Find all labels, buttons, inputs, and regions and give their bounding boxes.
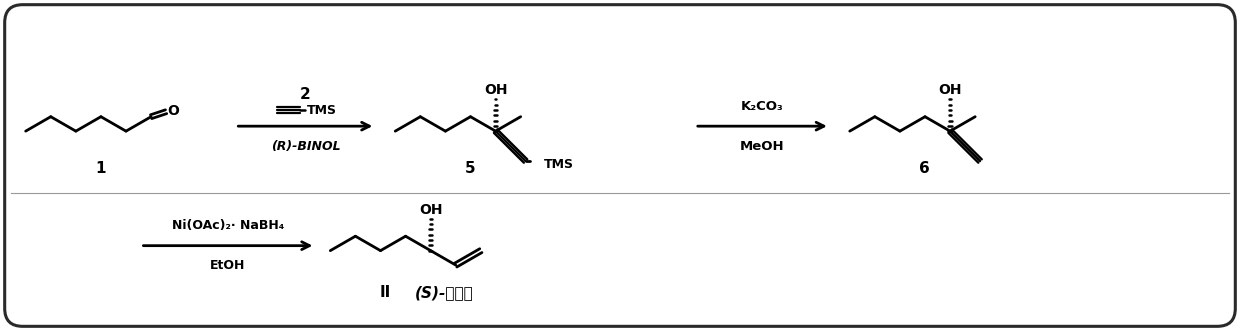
Text: II: II: [379, 285, 391, 300]
Text: 6: 6: [919, 162, 930, 176]
Text: (R)-BINOL: (R)-BINOL: [270, 140, 340, 153]
Text: MeOH: MeOH: [740, 140, 785, 153]
Text: TMS: TMS: [308, 104, 337, 117]
Text: K₂CO₃: K₂CO₃: [742, 100, 784, 113]
Text: 1: 1: [95, 162, 105, 176]
Text: Ni(OAc)₂· NaBH₄: Ni(OAc)₂· NaBH₄: [172, 219, 284, 232]
Text: TMS: TMS: [543, 158, 574, 170]
Text: OH: OH: [939, 83, 962, 97]
Text: O: O: [167, 104, 179, 118]
Text: (S)-松茌醇: (S)-松茌醇: [415, 285, 474, 300]
Text: EtOH: EtOH: [211, 259, 246, 272]
Text: OH: OH: [419, 203, 443, 217]
Text: 5: 5: [465, 162, 475, 176]
FancyBboxPatch shape: [5, 5, 1235, 326]
Text: OH: OH: [484, 83, 507, 97]
Text: 2: 2: [300, 87, 311, 102]
